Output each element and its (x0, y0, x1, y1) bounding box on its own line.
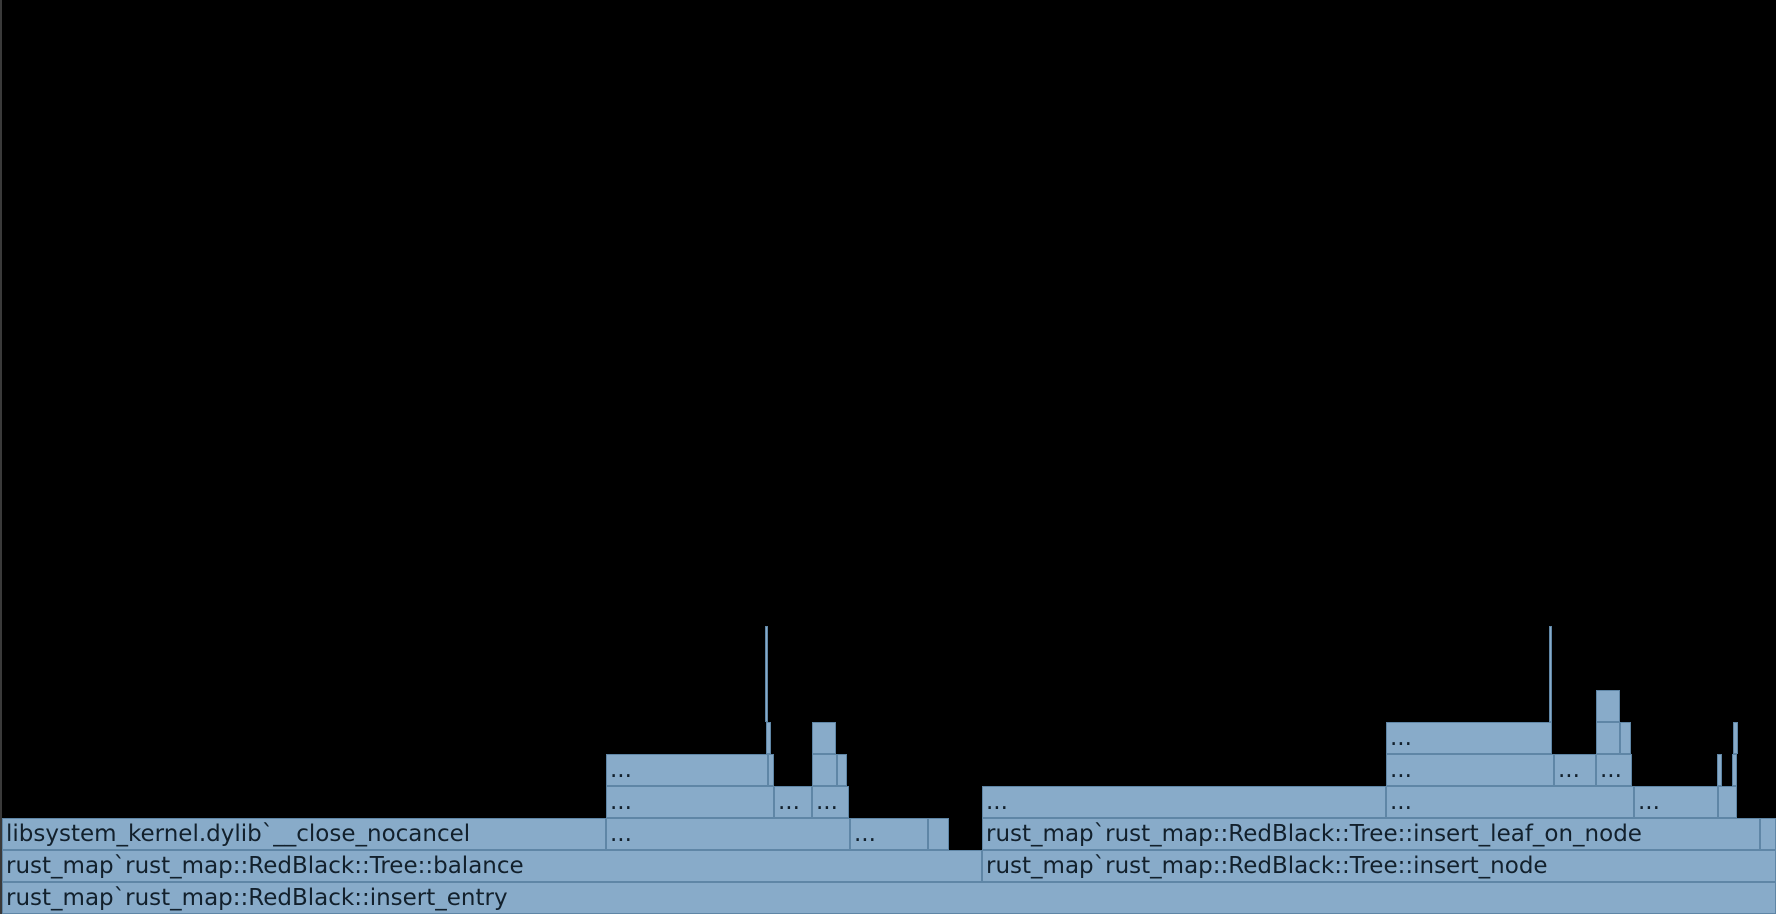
flame-frame-spike[interactable] (1549, 626, 1552, 722)
flame-frame-collapsed[interactable] (1760, 818, 1776, 850)
flame-frame-collapsed[interactable] (1733, 722, 1738, 754)
flame-frame-collapsed[interactable]: ... (1596, 754, 1632, 786)
flame-frame-collapsed[interactable]: ... (1386, 786, 1634, 818)
flame-frame-close-nocancel[interactable]: libsystem_kernel.dylib`__close_nocancel (2, 818, 606, 850)
flame-frame-collapsed[interactable] (1620, 722, 1631, 754)
flame-frame-collapsed[interactable] (1718, 786, 1737, 818)
flame-frame-collapsed[interactable]: ... (982, 786, 1386, 818)
flame-frame-collapsed[interactable] (928, 818, 949, 850)
flame-frame-collapsed[interactable]: ... (1554, 754, 1596, 786)
flame-frame-collapsed[interactable] (812, 754, 837, 786)
left-border (0, 0, 2, 914)
flame-frame-collapsed[interactable] (768, 754, 774, 786)
flame-frame-spike[interactable] (765, 626, 768, 722)
flame-frame-collapsed[interactable] (837, 754, 847, 786)
flame-frame-collapsed[interactable]: ... (606, 754, 768, 786)
flame-frame-collapsed[interactable]: ... (774, 786, 812, 818)
flame-frame-tree-balance[interactable]: rust_map`rust_map::RedBlack::Tree::balan… (2, 850, 982, 882)
flame-frame-collapsed[interactable] (1717, 754, 1722, 786)
flame-frame-collapsed[interactable]: ... (850, 818, 928, 850)
flame-frame-collapsed[interactable] (812, 722, 836, 754)
flame-frame-collapsed[interactable]: ... (606, 818, 850, 850)
flame-frame-insert-entry[interactable]: rust_map`rust_map::RedBlack::insert_entr… (2, 882, 1776, 914)
flame-frame-insert-leaf-on-node[interactable]: rust_map`rust_map::RedBlack::Tree::inser… (982, 818, 1760, 850)
flame-frame-collapsed[interactable] (1596, 722, 1620, 754)
flame-frame-collapsed[interactable] (766, 722, 771, 754)
flame-frame-collapsed[interactable] (1732, 754, 1737, 786)
flame-frame-insert-node[interactable]: rust_map`rust_map::RedBlack::Tree::inser… (982, 850, 1776, 882)
flame-frame-collapsed[interactable]: ... (1386, 754, 1554, 786)
flame-frame-collapsed[interactable]: ... (1386, 722, 1552, 754)
flame-frame-collapsed[interactable]: ... (812, 786, 849, 818)
flame-frame-collapsed[interactable]: ... (606, 786, 774, 818)
flame-frame-collapsed[interactable] (1596, 690, 1620, 722)
flame-frame-collapsed[interactable]: ... (1634, 786, 1718, 818)
